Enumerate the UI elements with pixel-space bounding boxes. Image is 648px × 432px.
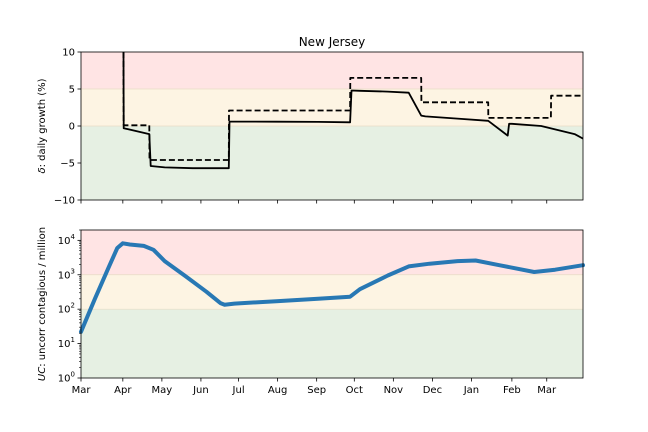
month-tick-label: Jul: [232, 385, 245, 396]
growth-panel: 10 5 0 −5 −10 New Jersey δ: daily growth (%): [37, 35, 584, 207]
contagious-y-tick-base: 10: [58, 236, 71, 247]
contagious-y-tick-base: 10: [58, 305, 71, 316]
contagious-y-tick-label: 101: [58, 336, 75, 350]
month-tick-label: Aug: [268, 385, 288, 396]
month-tick-label: Oct: [346, 385, 363, 396]
month-tick-label: Nov: [384, 385, 404, 396]
contagious-y-tick-label: 100: [58, 371, 75, 385]
contagious-y-axis-label: UC: uncorr contagious / million: [37, 227, 48, 381]
month-tick-label: Sep: [307, 385, 326, 396]
contagious-y-tick-exp: 2: [71, 302, 75, 310]
growth-y-tick-label: −10: [54, 196, 75, 207]
growth-band-0: [81, 52, 583, 89]
month-tick-label: Feb: [503, 385, 521, 396]
month-tick-label: Apr: [114, 385, 132, 396]
month-tick-label: May: [152, 385, 173, 396]
month-tick-label: Mar: [537, 385, 557, 396]
contagious-band-0: [81, 230, 583, 275]
contagious-y-tick-base: 10: [58, 374, 71, 385]
growth-y-tick-label: 10: [62, 48, 75, 59]
contagious-band-1: [81, 274, 583, 310]
contagious-panel: Mar Apr May Jun Jul Aug Sep Oct Nov Dec Jan Feb Mar …: [37, 227, 585, 396]
growth-band-2: [81, 126, 583, 200]
month-tick-label: Mar: [72, 385, 92, 396]
contagious-axes-frame: [80, 229, 584, 379]
contagious-band-2: [81, 309, 583, 378]
month-tick-label: Jan: [463, 385, 479, 396]
contagious-y-tick-exp: 3: [71, 267, 75, 275]
growth-y-tick-label: 0: [69, 122, 75, 133]
contagious-y-tick-label: 104: [58, 233, 76, 247]
contagious-y-axis-text: : uncorr contagious / million: [37, 227, 48, 367]
contagious-y-tick-base: 10: [58, 270, 71, 281]
contagious-y-tick-exp: 1: [71, 336, 75, 344]
growth-chart-title: New Jersey: [299, 35, 366, 49]
growth-y-axis-text: : daily growth (%): [37, 78, 48, 167]
contagious-y-tick-label: 102: [58, 302, 75, 316]
contagious-series-solid-line: [79, 241, 585, 334]
contagious-y-tick-label: 103: [58, 267, 75, 281]
contagious-y-tick-base: 10: [58, 339, 71, 350]
growth-y-tick-label: 5: [69, 85, 75, 96]
month-tick-label: Jun: [192, 385, 209, 396]
growth-series-dashed-line: [122, 52, 583, 161]
contagious-y-tick-exp: 4: [71, 233, 76, 241]
contagious-y-tick-exp: 0: [71, 371, 75, 379]
growth-y-tick-label: −5: [60, 159, 75, 170]
growth-series-solid-line: [122, 52, 583, 170]
growth-band-1: [81, 89, 583, 126]
growth-y-axis-symbol: δ: [37, 167, 48, 173]
contagious-y-axis-symbol: UC: [37, 367, 48, 381]
month-tick-label: Dec: [423, 385, 442, 396]
growth-y-axis-label: δ: daily growth (%): [37, 78, 48, 173]
